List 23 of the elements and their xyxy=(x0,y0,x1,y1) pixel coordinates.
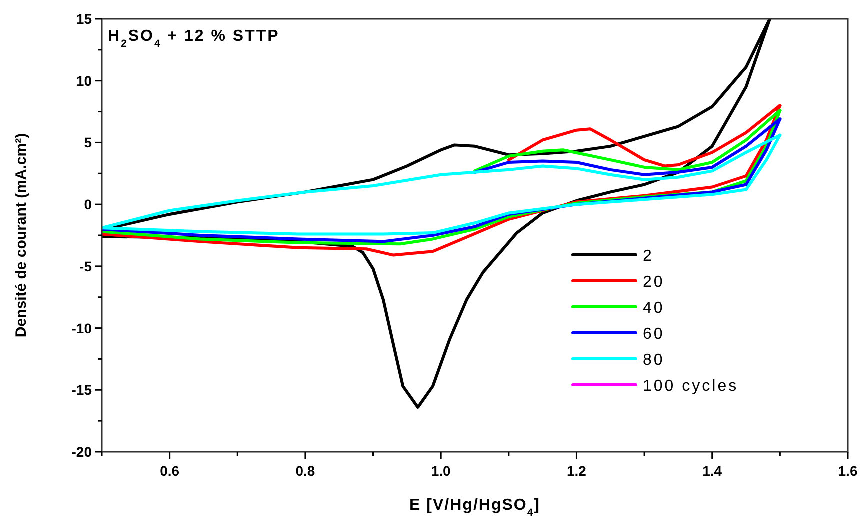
y-tick-label: -20 xyxy=(72,444,92,460)
x-tick-label: 0.8 xyxy=(296,463,316,479)
y-tick-label: -5 xyxy=(80,258,92,274)
legend-label: 2 xyxy=(643,248,654,265)
legend-label: 80 xyxy=(643,352,665,369)
x-tick-label: 1.0 xyxy=(431,463,452,479)
legend-label: 20 xyxy=(643,274,665,291)
y-tick-label: 0 xyxy=(84,196,92,213)
y-tick-label: 10 xyxy=(76,72,92,89)
y-tick-label: -10 xyxy=(72,320,92,336)
x-tick-label: 1.4 xyxy=(702,463,722,479)
x-axis-title: E [V/Hg/HgSO$_{4}$] xyxy=(410,497,540,518)
x-tick-label: 0.6 xyxy=(160,463,180,479)
y-tick-label: -15 xyxy=(72,382,92,398)
legend-label: 100 cycles xyxy=(643,378,739,395)
y-tick-label: 5 xyxy=(84,134,92,151)
x-tick-label: 1.2 xyxy=(566,463,587,479)
y-tick-label: 15 xyxy=(76,11,92,27)
x-tick-label: 1.6 xyxy=(838,463,858,479)
y-axis-title: Densité de courant (mA.cm²) xyxy=(13,133,30,338)
legend-label: 40 xyxy=(643,300,665,317)
legend-label: 60 xyxy=(643,326,665,343)
text: H$_{2}$SO$_{4}$ + 12 % STTP xyxy=(108,28,280,50)
